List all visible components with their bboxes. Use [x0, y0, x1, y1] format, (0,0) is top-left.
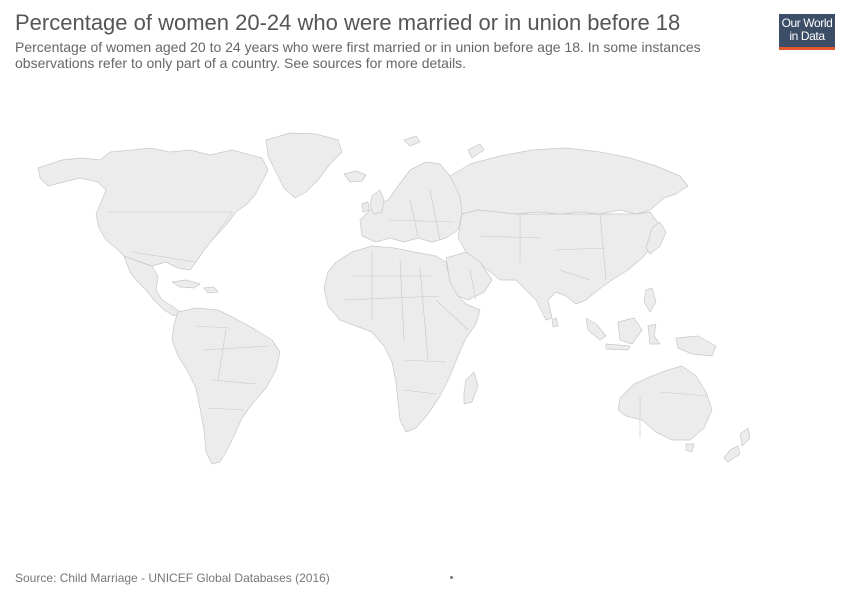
ireland[interactable] — [361, 201, 370, 213]
united-kingdom[interactable] — [369, 189, 385, 215]
cuba[interactable] — [171, 279, 201, 289]
svalbard[interactable] — [403, 135, 421, 147]
asia[interactable] — [457, 209, 661, 321]
country-borders — [106, 189, 707, 438]
java[interactable] — [605, 343, 631, 351]
iceland[interactable] — [343, 170, 367, 183]
new-zealand[interactable] — [723, 427, 751, 463]
logo-line-2: in Data — [789, 29, 825, 43]
footer-dot — [450, 576, 453, 579]
greenland[interactable] — [265, 132, 343, 199]
source-note: Source: Child Marriage - UNICEF Global D… — [15, 571, 330, 585]
russia[interactable] — [449, 147, 689, 215]
philippines[interactable] — [643, 287, 657, 313]
new-guinea[interactable] — [675, 335, 717, 357]
sulawesi[interactable] — [647, 323, 661, 345]
hispaniola[interactable] — [203, 286, 219, 294]
logo-line-1: Our World — [781, 16, 833, 30]
australia[interactable] — [617, 365, 713, 441]
logo-accent-bar — [779, 47, 835, 50]
borneo[interactable] — [617, 317, 643, 345]
novaya-zemlya[interactable] — [467, 143, 485, 159]
japan[interactable] — [645, 221, 667, 255]
sumatra[interactable] — [585, 317, 607, 341]
africa[interactable] — [323, 245, 481, 433]
north-america[interactable] — [37, 147, 269, 271]
chart-subtitle: Percentage of women aged 20 to 24 years … — [15, 39, 701, 71]
chart-title: Percentage of women 20-24 who were marri… — [15, 10, 681, 35]
tasmania[interactable] — [685, 443, 695, 453]
sri-lanka[interactable] — [551, 317, 559, 328]
madagascar[interactable] — [463, 371, 479, 405]
owid-logo[interactable]: Our World in Data — [779, 14, 835, 50]
